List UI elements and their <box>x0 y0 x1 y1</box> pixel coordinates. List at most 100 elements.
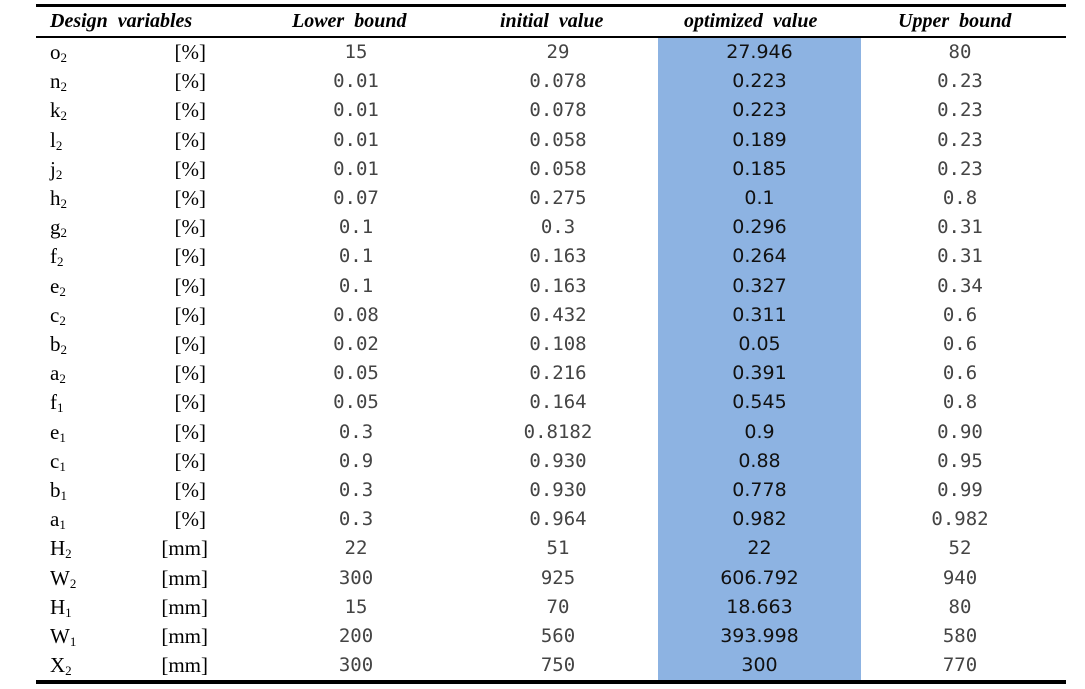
variable-symbol: e <box>50 273 60 298</box>
initial-value-cell: 70 <box>546 595 570 618</box>
variable-subscript: 2 <box>59 371 66 387</box>
table-row: e1 [%] 0.3 0.8182 0.9 0.90 <box>36 418 1066 447</box>
upper-bound-cell: 80 <box>948 41 972 63</box>
table-row: k2 [%] 0.01 0.078 0.223 0.23 <box>36 96 1066 125</box>
lower-bound-cell: 0.9 <box>338 449 374 472</box>
initial-value-cell: 0.964 <box>529 508 587 531</box>
variable-subscript: 2 <box>60 342 68 357</box>
variable-unit: [%] <box>174 98 206 123</box>
lower-bound-cell: 0.02 <box>333 333 379 355</box>
variable-unit: [%] <box>174 419 206 444</box>
lower-bound-cell: 0.1 <box>338 274 374 297</box>
optimized-value-cell: 0.1 <box>744 187 775 209</box>
upper-bound-cell: 0.99 <box>937 479 983 501</box>
variable-unit: [mm] <box>161 594 208 619</box>
lower-bound-cell: 0.1 <box>338 216 374 239</box>
variable-unit: [%] <box>174 390 206 415</box>
variable-unit: [%] <box>174 302 206 327</box>
lower-bound-cell: 300 <box>338 654 374 677</box>
initial-value-cell: 29 <box>546 41 570 63</box>
optimized-value-cell: 0.327 <box>732 274 787 297</box>
variable-name: e2 <box>50 272 66 301</box>
variable-name: n2 <box>50 67 67 96</box>
variable-name: h2 <box>50 184 67 213</box>
header-lower-bound: Lower bound <box>292 10 407 32</box>
table-row: j2 [%] 0.01 0.058 0.185 0.23 <box>36 155 1066 184</box>
optimized-value-cell: 0.223 <box>732 70 787 93</box>
upper-bound-cell: 0.8 <box>942 391 978 414</box>
variable-subscript: 2 <box>60 79 68 95</box>
variable-subscript: 2 <box>59 283 66 299</box>
variable-unit: [%] <box>174 332 206 356</box>
lower-bound-cell: 0.3 <box>338 479 374 501</box>
table-row: c1 [%] 0.9 0.930 0.88 0.95 <box>36 447 1066 476</box>
variable-subscript: 2 <box>60 50 68 65</box>
initial-value-cell: 0.432 <box>529 303 587 326</box>
header-initial-value: initial value <box>500 10 604 32</box>
table-row: W1 [mm] 200 560 393.998 580 <box>36 622 1066 651</box>
table-header-rule <box>36 36 1066 38</box>
initial-value-cell: 0.078 <box>529 70 587 93</box>
upper-bound-cell: 80 <box>948 595 972 618</box>
variable-symbol: l <box>50 127 56 152</box>
optimized-value-cell: 0.185 <box>732 157 787 180</box>
optimized-value-cell: 0.778 <box>732 479 787 501</box>
variable-subscript: 2 <box>60 196 68 211</box>
variable-name: b2 <box>50 330 67 359</box>
table-row: f1 [%] 0.05 0.164 0.545 0.8 <box>36 388 1066 417</box>
variable-unit: [%] <box>174 448 206 473</box>
variable-symbol: k <box>50 98 61 123</box>
table-row: H1 [mm] 15 70 18.663 80 <box>36 593 1066 622</box>
table-row: o2 [%] 15 29 27.946 80 <box>36 38 1066 67</box>
table-row: e2 [%] 0.1 0.163 0.327 0.34 <box>36 272 1066 301</box>
table-row: g2 [%] 0.1 0.3 0.296 0.31 <box>36 213 1066 242</box>
initial-value-cell: 0.058 <box>529 128 587 151</box>
variable-subscript: 2 <box>55 166 63 182</box>
initial-value-cell: 925 <box>540 566 576 589</box>
optimized-value-cell: 0.391 <box>732 362 787 385</box>
initial-value-cell: 0.058 <box>529 157 587 180</box>
variable-subscript: 2 <box>65 663 72 679</box>
variable-name: l2 <box>50 126 62 155</box>
upper-bound-cell: 0.6 <box>942 333 978 355</box>
optimized-value-cell: 606.792 <box>720 566 799 589</box>
table-row: H2 [mm] 22 51 22 52 <box>36 534 1066 563</box>
variable-subscript: 1 <box>69 634 77 649</box>
initial-value-cell: 560 <box>540 625 576 647</box>
upper-bound-cell: 0.90 <box>937 420 983 443</box>
variable-subscript: 1 <box>59 429 66 445</box>
table-row: b2 [%] 0.02 0.108 0.05 0.6 <box>36 330 1066 359</box>
variable-name: c1 <box>50 447 66 476</box>
table-row: X2 [mm] 300 750 300 770 <box>36 651 1066 680</box>
variable-unit: [%] <box>174 273 206 298</box>
variable-symbol: c <box>50 448 60 473</box>
optimized-value-cell: 0.05 <box>738 333 781 355</box>
lower-bound-cell: 300 <box>338 566 374 589</box>
variable-unit: [%] <box>174 40 206 64</box>
initial-value-cell: 750 <box>540 654 576 677</box>
initial-value-cell: 0.930 <box>529 449 587 472</box>
variable-unit: [mm] <box>161 565 208 590</box>
variable-unit: [%] <box>174 186 206 210</box>
optimized-value-cell: 0.311 <box>732 303 787 326</box>
variable-name: W1 <box>50 622 76 651</box>
variable-name: W2 <box>50 564 76 593</box>
table-row: a1 [%] 0.3 0.964 0.982 0.982 <box>36 505 1066 534</box>
optimized-value-cell: 0.264 <box>732 245 787 268</box>
variable-name: H1 <box>50 593 72 622</box>
variable-name: o2 <box>50 38 67 67</box>
optimized-value-cell: 393.998 <box>720 625 799 647</box>
initial-value-cell: 0.216 <box>529 362 587 385</box>
variable-name: X2 <box>50 651 72 680</box>
upper-bound-cell: 0.95 <box>937 449 983 472</box>
optimized-value-cell: 0.296 <box>732 216 787 239</box>
lower-bound-cell: 0.01 <box>333 70 379 93</box>
variable-unit: [mm] <box>161 624 208 648</box>
table-bottom-rule <box>36 680 1066 684</box>
variable-unit: [%] <box>174 156 206 181</box>
variable-unit: [%] <box>174 127 206 152</box>
variable-subscript: 1 <box>65 604 72 620</box>
upper-bound-cell: 0.31 <box>937 245 983 268</box>
optimized-value-cell: 0.223 <box>732 99 787 122</box>
upper-bound-cell: 0.23 <box>937 70 983 93</box>
